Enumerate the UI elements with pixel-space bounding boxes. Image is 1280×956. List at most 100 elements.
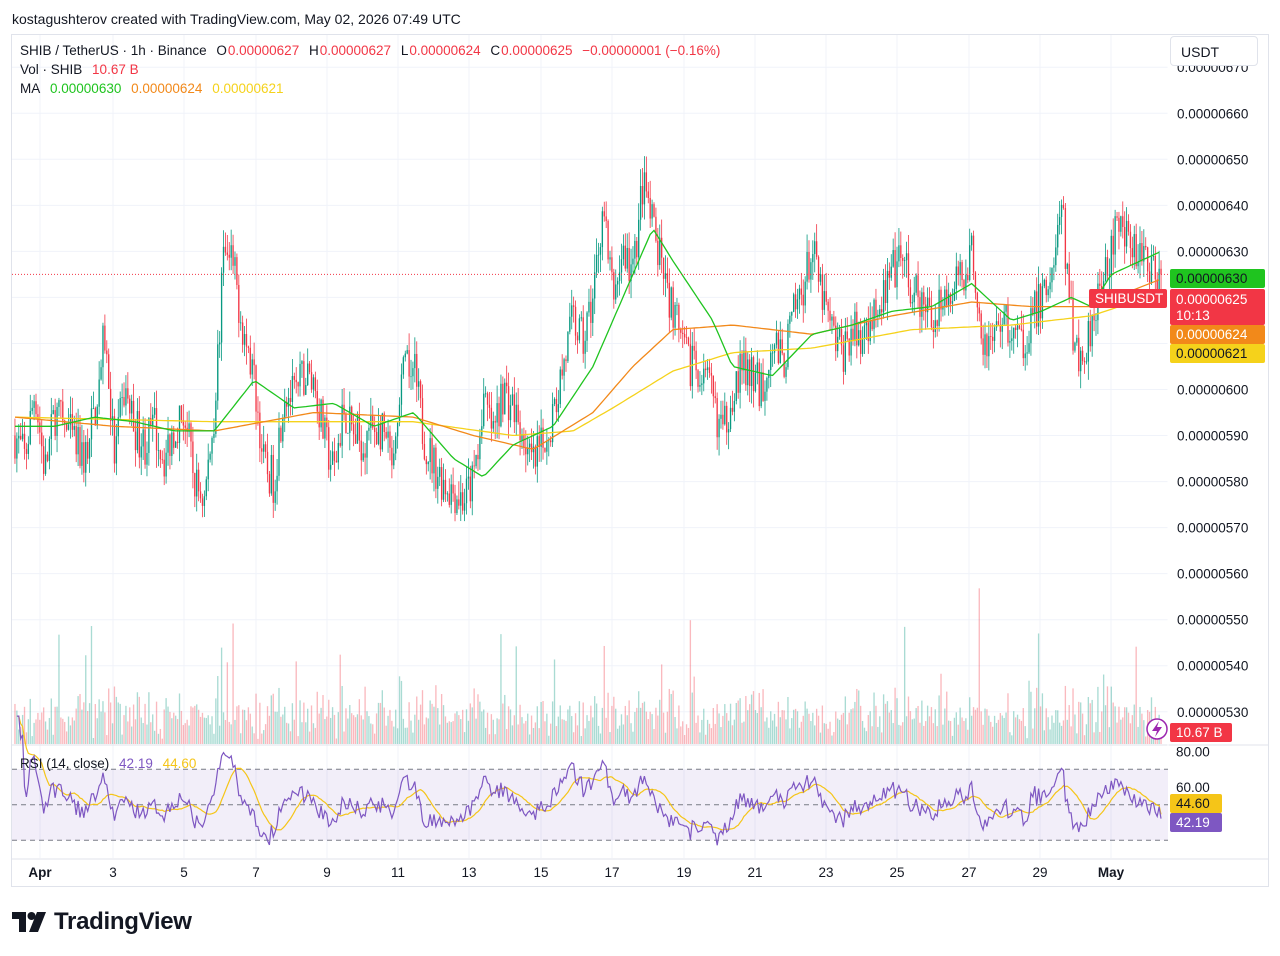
candle-body — [662, 257, 665, 279]
volume-bar — [915, 708, 917, 744]
candle-body — [1110, 235, 1112, 275]
candle-body — [810, 262, 812, 280]
candle-body — [69, 414, 72, 425]
volume-bar — [268, 715, 271, 744]
candle-body — [951, 300, 954, 304]
candle-body — [660, 237, 663, 258]
candle-body — [777, 332, 780, 364]
price-axis-tick-label: 0.00000550 — [1177, 613, 1248, 628]
candle-body — [479, 435, 481, 460]
candle-body — [113, 416, 116, 464]
volume-bar — [249, 713, 251, 744]
candle-body — [630, 264, 632, 281]
volume-bar — [274, 711, 276, 744]
volume-bar — [930, 707, 933, 744]
candle-body — [601, 211, 604, 248]
candle-body — [119, 398, 121, 418]
candle-body — [865, 322, 868, 326]
symbol-title[interactable]: SHIB / TetherUS · 1h · Binance — [20, 43, 207, 58]
volume-bar — [129, 707, 131, 744]
candle-body — [821, 274, 824, 310]
candle-body — [542, 427, 544, 448]
candle-body — [1037, 284, 1040, 327]
volume-bar — [783, 710, 785, 744]
ma-mid-price-badge: 0.00000624 — [1176, 327, 1248, 342]
candle-body — [326, 417, 328, 428]
candle-body — [345, 413, 347, 434]
volume-bar — [352, 715, 355, 744]
candle-body — [201, 498, 204, 506]
chart-frame[interactable] — [11, 34, 1269, 887]
volume-bar — [293, 719, 295, 744]
candle-body — [1049, 282, 1051, 290]
candle-body — [1095, 320, 1097, 322]
candle-body — [835, 325, 837, 352]
volume-bar — [762, 689, 764, 744]
candle-body — [775, 332, 778, 345]
rsi-ma-line — [16, 715, 1162, 831]
ma-label[interactable]: MA — [20, 81, 41, 96]
candle-body — [329, 464, 332, 470]
volume-bar — [115, 696, 118, 744]
volume-bar — [513, 715, 516, 744]
volume-bar — [155, 701, 158, 744]
candle-body — [241, 322, 244, 345]
volume-bar — [435, 685, 437, 744]
currency-button[interactable]: USDT — [1170, 36, 1258, 66]
candle-body — [404, 353, 406, 358]
candle-body — [1062, 204, 1065, 209]
candle-body — [213, 433, 215, 438]
candle-body — [199, 491, 202, 499]
candle-body — [282, 418, 284, 442]
ma-mid-value: 0.00000624 — [131, 81, 203, 96]
candle-body — [900, 245, 902, 258]
volume-bar — [215, 698, 217, 744]
volume-bar — [1036, 687, 1038, 744]
candle-body — [224, 246, 227, 253]
volume-bar — [429, 700, 431, 744]
volume-bar — [280, 716, 282, 744]
candle-body — [437, 476, 439, 489]
volume-bar — [375, 713, 378, 744]
volume-bar — [592, 717, 594, 744]
volume-bar — [456, 711, 458, 744]
volume-bar — [992, 726, 994, 744]
volume-bar — [727, 720, 730, 744]
candle-body — [322, 399, 324, 439]
candle-body — [1087, 321, 1090, 362]
candle-body — [1160, 268, 1162, 275]
volume-bar — [561, 719, 563, 744]
volume-bar — [192, 707, 194, 744]
volume-bar — [439, 724, 441, 744]
volume-bar — [856, 688, 858, 744]
volume-bar — [232, 623, 234, 744]
candle-body — [496, 403, 498, 423]
volume-bar — [691, 692, 693, 744]
volume-bar — [494, 734, 496, 744]
volume-label[interactable]: Vol · SHIB — [20, 62, 83, 77]
candle-body — [521, 434, 523, 441]
candle-body — [1020, 328, 1023, 330]
ma-fast-value: 0.00000630 — [50, 81, 122, 96]
volume-bar — [35, 719, 37, 744]
rsi-label[interactable]: RSI (14, close) — [20, 756, 110, 771]
rsi-pane: 80.00 60.00 — [12, 715, 1210, 846]
volume-bar — [188, 725, 190, 744]
volume-bar — [240, 733, 242, 744]
volume-bar — [41, 712, 43, 744]
candle-body — [1104, 257, 1107, 282]
volume-bar — [228, 721, 230, 744]
volume-bar — [383, 707, 385, 744]
candle-body — [356, 415, 359, 444]
candle-body — [632, 258, 634, 265]
candle-body — [645, 172, 648, 192]
candle-body — [245, 334, 248, 347]
volume-bar — [444, 716, 447, 744]
candle-body — [580, 317, 582, 319]
volume-bar — [333, 714, 336, 744]
candle-body — [747, 359, 749, 386]
volume-price-badge-bg — [1170, 723, 1232, 742]
volume-bar — [946, 691, 948, 744]
candle-body — [54, 410, 56, 436]
